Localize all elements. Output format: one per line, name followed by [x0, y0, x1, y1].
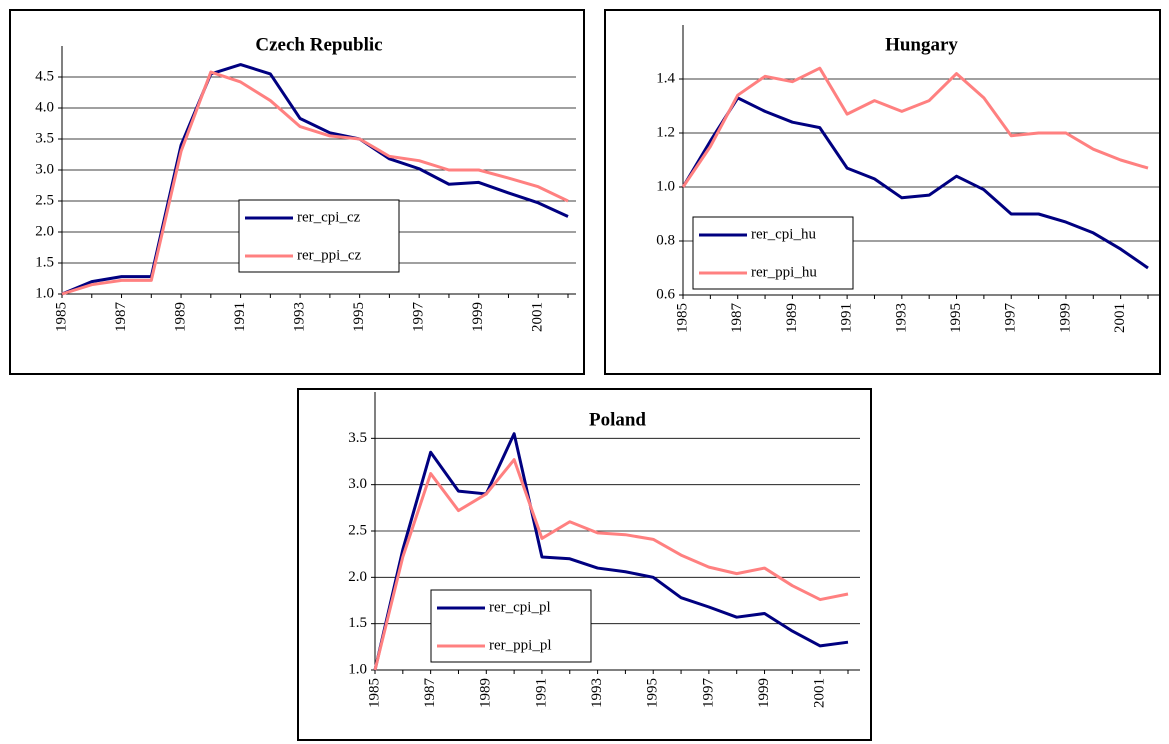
chart-frame — [9, 9, 585, 375]
x-tick-label: 1993 — [292, 302, 308, 332]
chart-title: Hungary — [885, 34, 958, 55]
x-tick-label: 1991 — [232, 302, 248, 332]
y-tick-label: 3.0 — [348, 476, 367, 492]
x-tick-label: 1989 — [784, 303, 800, 333]
x-tick-label: 1999 — [1057, 303, 1073, 333]
x-tick-label: 2001 — [812, 678, 828, 708]
chart-frame — [604, 9, 1161, 375]
x-tick-label: 1991 — [839, 303, 855, 333]
y-tick-label: 1.2 — [656, 124, 675, 140]
legend-box — [692, 216, 854, 290]
legend-label: rer_cpi_hu — [751, 226, 816, 242]
x-tick-label: 1995 — [645, 678, 661, 708]
data-line — [681, 96, 1149, 270]
legend-box — [238, 199, 400, 273]
x-tick-label: 1997 — [700, 678, 716, 709]
x-tick-label: 1985 — [366, 678, 382, 708]
legend-label: rer_ppi_hu — [751, 264, 817, 280]
x-tick-label: 1989 — [172, 302, 188, 332]
y-tick-label: 0.8 — [656, 232, 675, 248]
chart: 1.0 1.5 2.0 2.5 3.0 3.5 1985 1987 1989 1991 1993 19… — [297, 388, 872, 741]
chart-title: Poland — [589, 409, 646, 430]
data-line — [61, 70, 569, 296]
y-tick-label: 1.0 — [35, 285, 54, 301]
x-tick-label: 2001 — [1112, 303, 1128, 333]
y-tick-label: 2.0 — [348, 569, 367, 585]
x-tick-label: 1999 — [470, 302, 486, 332]
y-tick-label: 1.0 — [348, 661, 367, 677]
x-tick-label: 1989 — [478, 678, 494, 708]
legend-label: rer_cpi_pl — [489, 599, 551, 615]
x-tick-label: 1985 — [674, 303, 690, 333]
y-tick-label: 3.0 — [35, 161, 54, 177]
y-tick-label: 1.5 — [348, 615, 367, 631]
x-tick-label: 1987 — [729, 303, 745, 334]
chart: 0.6 0.8 1.0 1.2 1.4 1985 1987 1989 1991 1993 1995 1… — [604, 9, 1161, 375]
data-line — [61, 63, 569, 296]
legend-box — [430, 589, 592, 663]
legend-label: rer_cpi_cz — [297, 209, 361, 225]
chart: 1.0 1.5 2.0 2.5 3.0 3.5 4.0 4.5 1985 1987 1989 1991… — [9, 9, 585, 375]
x-tick-label: 1985 — [53, 302, 69, 332]
data-line — [373, 432, 849, 671]
y-tick-label: 2.5 — [35, 192, 54, 208]
x-tick-label: 1995 — [351, 302, 367, 332]
y-tick-label: 4.5 — [35, 68, 54, 84]
legend-label: rer_ppi_cz — [297, 247, 361, 263]
y-tick-label: 3.5 — [35, 130, 54, 146]
legend-label: rer_ppi_pl — [489, 637, 551, 653]
y-tick-label: 2.5 — [348, 522, 367, 538]
y-tick-label: 0.6 — [656, 286, 675, 302]
y-tick-label: 2.0 — [35, 223, 54, 239]
x-tick-label: 1995 — [948, 303, 964, 333]
x-tick-label: 1991 — [533, 678, 549, 708]
x-tick-label: 1999 — [756, 678, 772, 708]
y-tick-label: 1.0 — [656, 178, 675, 194]
y-tick-label: 4.0 — [35, 99, 54, 115]
chart-title: Czech Republic — [255, 34, 382, 55]
data-line — [681, 66, 1149, 188]
x-tick-label: 1987 — [422, 678, 438, 709]
data-line — [373, 458, 849, 671]
x-tick-label: 1993 — [589, 678, 605, 708]
y-tick-label: 1.4 — [656, 70, 675, 86]
y-tick-label: 1.5 — [35, 254, 54, 270]
x-tick-label: 1997 — [1003, 303, 1019, 334]
x-tick-label: 1997 — [411, 302, 427, 333]
x-tick-label: 2001 — [530, 302, 546, 332]
x-tick-label: 1987 — [113, 302, 129, 333]
y-tick-label: 3.5 — [348, 430, 367, 446]
x-tick-label: 1993 — [893, 303, 909, 333]
